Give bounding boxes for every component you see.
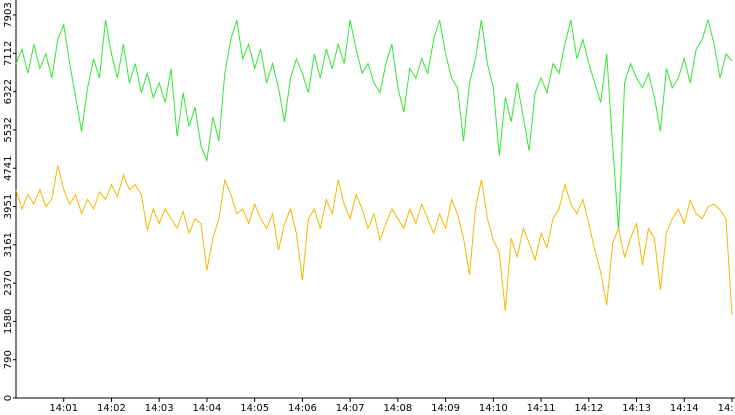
y-tick-label: 6322 xyxy=(3,79,14,104)
x-tick-label: 14:01 xyxy=(49,403,78,414)
x-tick-label: 14:03 xyxy=(145,403,174,414)
x-tick-label: 14:09 xyxy=(431,403,460,414)
x-tick-label: 14:02 xyxy=(97,403,126,414)
y-tick-label: 2370 xyxy=(3,270,14,295)
y-tick-label: 1580 xyxy=(3,309,14,334)
x-tick-label: 14:06 xyxy=(288,403,317,414)
y-tick-label: 7903 xyxy=(3,2,14,27)
x-tick-label: 14:13 xyxy=(622,403,651,414)
x-tick-label: 14:04 xyxy=(193,403,222,414)
x-tick-label: 14:07 xyxy=(336,403,365,414)
y-tick-label: 0 xyxy=(3,395,14,401)
data-line xyxy=(15,18,733,231)
y-tick-label: 790 xyxy=(3,350,14,369)
y-tick-label: 3951 xyxy=(3,194,14,219)
y-tick-label: 7112 xyxy=(3,41,14,66)
y-tick-label: 4741 xyxy=(3,156,14,181)
x-tick-label: 14:10 xyxy=(479,403,508,414)
x-tick-label: 14:15 xyxy=(718,403,735,414)
x-tick-label: 14:14 xyxy=(670,403,699,414)
y-tick-label: 5532 xyxy=(3,117,14,142)
x-tick-label: 14:08 xyxy=(383,403,412,414)
y-tick-label: 3161 xyxy=(3,232,14,257)
data-line xyxy=(15,165,733,316)
x-tick-label: 14:12 xyxy=(574,403,603,414)
x-tick-label: 14:05 xyxy=(240,403,269,414)
x-tick-label: 14:11 xyxy=(527,403,556,414)
